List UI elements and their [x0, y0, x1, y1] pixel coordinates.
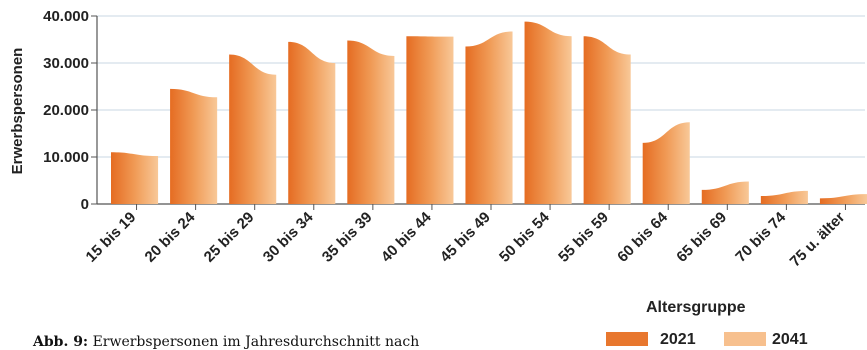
x-tick-label: 75 u. älter	[787, 209, 849, 271]
x-tick-label: 40 bis 44	[378, 208, 435, 265]
bar-55-bis-59	[584, 36, 631, 204]
bar-30-bis-34	[288, 42, 335, 204]
bar-60-bis-64	[643, 122, 690, 204]
legend-label-2021: 2021	[660, 331, 696, 346]
caption-label: Abb. 9:	[33, 334, 88, 350]
x-tick-label: 65 bis 69	[673, 209, 730, 266]
legend-label-2041: 2041	[772, 331, 808, 346]
x-tick-label: 55 bis 59	[555, 209, 612, 266]
y-tick-label: 30.000	[43, 55, 89, 72]
caption-text: Erwerbspersonen im Jahresdurchschnitt na…	[93, 334, 420, 350]
bar-75-u-älter	[820, 194, 867, 204]
x-tick-label: 25 bis 29	[201, 209, 258, 266]
x-tick-label: 35 bis 39	[319, 209, 376, 266]
legend-swatch-2021	[606, 332, 648, 346]
x-tick-label: 30 bis 34	[260, 208, 317, 265]
y-tick-label: 10.000	[43, 149, 89, 166]
x-tick-label: 60 bis 64	[614, 208, 671, 265]
x-tick-label: 45 bis 49	[437, 209, 494, 266]
bar-35-bis-39	[347, 40, 394, 204]
bar-40-bis-44	[406, 36, 453, 204]
y-tick-label: 20.000	[43, 102, 89, 119]
x-tick-label: 50 bis 54	[496, 208, 553, 265]
bar-45-bis-49	[465, 32, 512, 204]
x-tick-label: 15 bis 19	[83, 209, 140, 266]
legend-swatch-2041	[724, 332, 766, 346]
x-tick-label: 70 bis 74	[732, 208, 789, 265]
y-tick-label: 0	[81, 196, 89, 213]
y-axis-title: Erwerbspersonen	[9, 48, 26, 175]
bar-65-bis-69	[702, 181, 749, 204]
x-axis-title: Altersgruppe	[646, 299, 746, 316]
bars	[111, 22, 867, 204]
x-tick-label: 20 bis 24	[142, 208, 199, 265]
legend: 2021 2041	[606, 331, 808, 346]
bar-20-bis-24	[170, 89, 217, 204]
bar-25-bis-29	[229, 55, 276, 204]
figure-caption: Abb. 9: Erwerbspersonen im Jahresdurchsc…	[33, 334, 419, 350]
y-tick-label: 40.000	[43, 8, 89, 25]
bar-15-bis-19	[111, 152, 158, 204]
bar-50-bis-54	[525, 22, 572, 204]
bar-70-bis-74	[761, 191, 808, 204]
